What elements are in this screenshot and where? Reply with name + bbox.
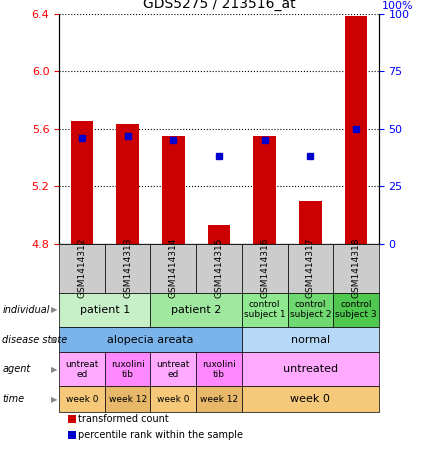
Text: GSM1414315: GSM1414315 [215, 238, 223, 299]
Text: ▶: ▶ [51, 395, 57, 404]
Text: untreated: untreated [283, 364, 338, 375]
Bar [299, 201, 322, 244]
Text: percentile rank within the sample: percentile rank within the sample [78, 430, 243, 440]
Text: GSM1414313: GSM1414313 [123, 238, 132, 299]
Bar [345, 16, 367, 244]
Text: alopecia areata: alopecia areata [107, 334, 194, 345]
Text: week 0: week 0 [157, 395, 190, 404]
Title: GDS5275 / 213516_at: GDS5275 / 213516_at [143, 0, 295, 11]
Text: GSM1414318: GSM1414318 [352, 238, 360, 299]
Text: control
subject 1: control subject 1 [244, 300, 286, 319]
Text: GSM1414314: GSM1414314 [169, 238, 178, 299]
Text: ruxolini
tib: ruxolini tib [202, 360, 236, 379]
Text: untreat
ed: untreat ed [157, 360, 190, 379]
Text: untreat
ed: untreat ed [65, 360, 99, 379]
Text: control
subject 3: control subject 3 [335, 300, 377, 319]
Text: ruxolini
tib: ruxolini tib [111, 360, 145, 379]
Text: week 12: week 12 [109, 395, 147, 404]
Text: week 0: week 0 [290, 394, 330, 405]
Text: patient 2: patient 2 [171, 304, 221, 315]
Text: disease state: disease state [2, 334, 67, 345]
Text: week 0: week 0 [66, 395, 98, 404]
Text: control
subject 2: control subject 2 [290, 300, 331, 319]
Text: individual: individual [2, 304, 49, 315]
Text: GSM1414317: GSM1414317 [306, 238, 315, 299]
Text: time: time [2, 394, 25, 405]
Text: ▶: ▶ [51, 365, 57, 374]
Text: week 12: week 12 [200, 395, 238, 404]
Bar [116, 124, 139, 244]
Text: ▶: ▶ [51, 305, 57, 314]
Text: ▶: ▶ [51, 335, 57, 344]
Text: 100%: 100% [381, 1, 413, 11]
Text: GSM1414316: GSM1414316 [260, 238, 269, 299]
Text: normal: normal [291, 334, 330, 345]
Bar [162, 136, 185, 244]
Bar [253, 136, 276, 244]
Text: agent: agent [2, 364, 30, 375]
Bar [71, 121, 93, 244]
Bar [208, 225, 230, 244]
Text: patient 1: patient 1 [80, 304, 130, 315]
Text: GSM1414312: GSM1414312 [78, 238, 86, 299]
Text: transformed count: transformed count [78, 414, 168, 424]
